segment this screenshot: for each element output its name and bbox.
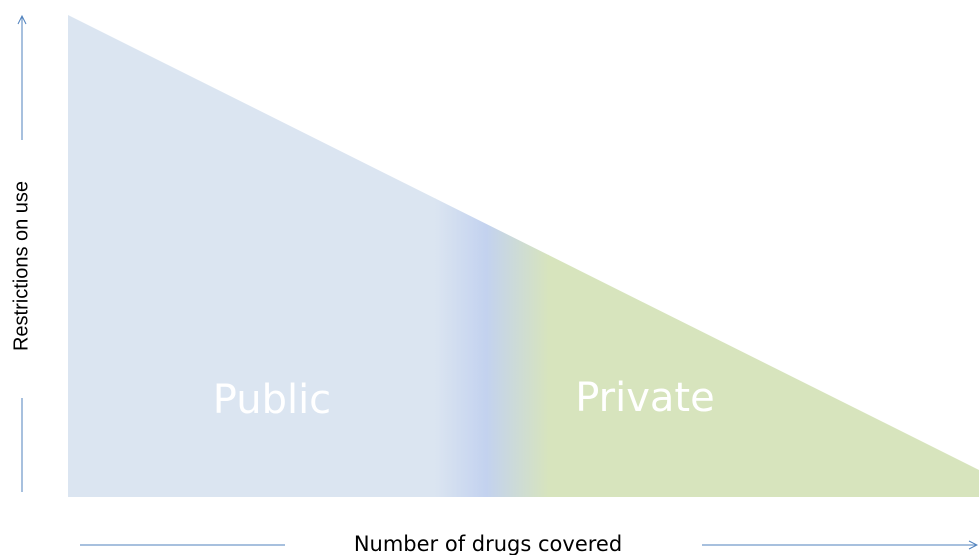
blend-region [435, 15, 549, 497]
x-axis-label: Number of drugs covered [354, 532, 622, 555]
private-region [548, 15, 979, 497]
region-label: Private [575, 375, 714, 421]
y-axis-label: Restrictions on use [10, 181, 32, 351]
triangle [68, 15, 979, 497]
region-label: Public [213, 377, 331, 423]
